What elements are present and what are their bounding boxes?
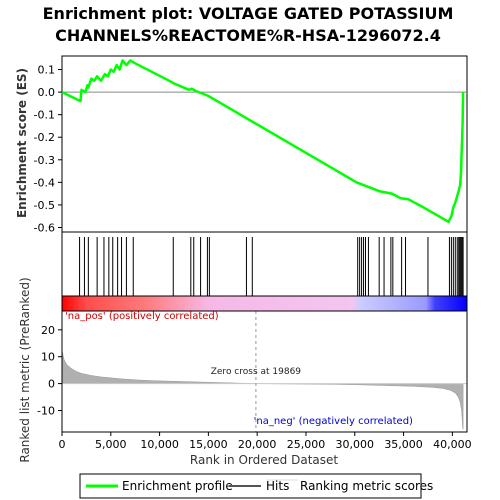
x-tick-label: 35,000 [384,438,423,451]
rank-background [62,311,467,432]
rank-y-tick-label: 10 [41,351,55,364]
chart-title-line-2: CHANNELS%REACTOME%R-HSA-1296072.4 [55,26,441,45]
legend-hits-label: Hits [266,479,289,493]
x-tick-label: 5,000 [95,438,127,451]
legend-enrichment-label: Enrichment profile [122,479,233,493]
es-y-tick-label: -0.3 [34,154,55,167]
es-y-tick-label: 0.0 [38,86,56,99]
rank-y-tick-label: -10 [37,404,55,417]
rank-y-tick-label: 0 [48,378,55,391]
x-tick-label: 25,000 [287,438,326,451]
legend-ranking-label: Ranking metric scores [300,479,433,493]
es-y-tick-label: -0.5 [34,199,55,212]
x-tick-label: 40,000 [433,438,472,451]
chart-title-line-1: Enrichment plot: VOLTAGE GATED POTASSIUM [43,4,454,23]
rank-y-tick-label: 20 [41,324,55,337]
x-tick-label: 10,000 [140,438,179,451]
pos-correlated-label: 'na_pos' (positively correlated) [65,311,219,322]
x-tick-label: 15,000 [189,438,228,451]
zero-cross-label: Zero cross at 19869 [211,367,302,377]
es-y-tick-label: -0.2 [34,131,55,144]
hits-panel [61,231,468,297]
neg-correlated-label: 'na_neg' (negatively correlated) [254,416,413,427]
es-panel: 0.1 0.0 -0.1 -0.2 -0.3 -0.4 -0.5 -0.6 [34,55,468,234]
x-tick-label: 0 [59,438,66,451]
gradient-strip [61,295,468,312]
enrichment-profile-line [61,59,465,224]
es-y-tick-label: 0.1 [38,64,56,77]
x-axis-label: Rank in Ordered Dataset [190,453,338,467]
hits-frame [61,231,468,297]
es-frame [61,55,468,233]
es-y-tick-label: -0.1 [34,109,55,122]
legend: Enrichment profile Hits Ranking metric s… [79,473,433,499]
rank-frame [61,310,468,433]
es-y-tick-label: -0.4 [34,176,55,189]
rank-y-axis-label: Ranked list metric (PreRanked) [18,277,32,462]
es-y-tick-label: -0.6 [34,221,55,234]
x-tick-label: 30,000 [336,438,375,451]
rank-gradient-bar [61,295,468,312]
rank-metric-panel: Zero cross at 19869 'na_pos' (positively … [37,310,472,451]
es-y-axis-label: Enrichment score (ES) [15,68,29,218]
x-tick-label: 20,000 [238,438,277,451]
